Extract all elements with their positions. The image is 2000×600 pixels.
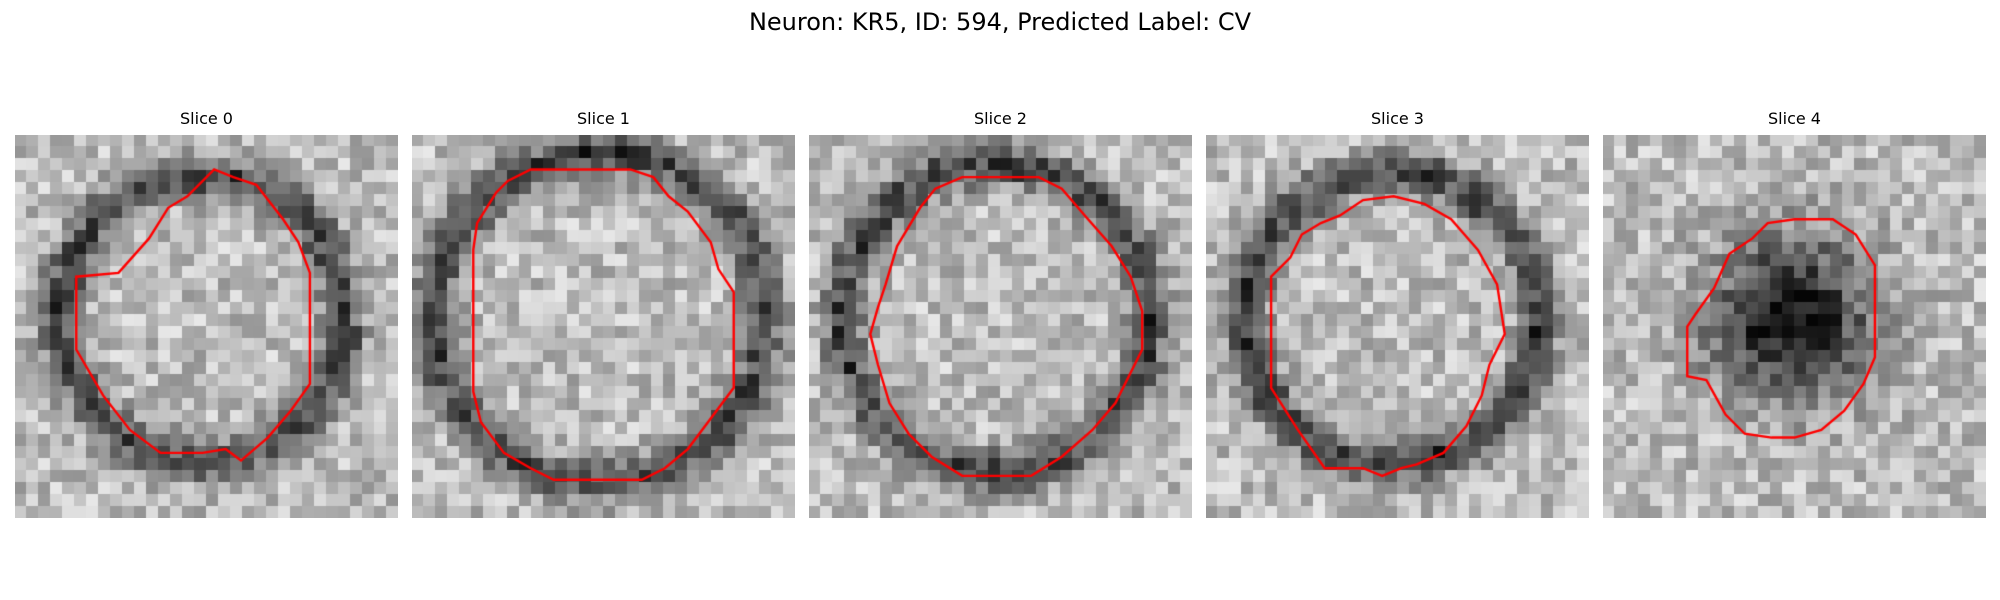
- slice-panel-3: Slice 3: [1206, 108, 1589, 518]
- slice-image: [1603, 135, 1986, 518]
- figure-title: Neuron: KR5, ID: 594, Predicted Label: C…: [748, 8, 1252, 36]
- slice-image: [1206, 135, 1589, 518]
- slice-title: Slice 1: [577, 109, 630, 128]
- slice-panel-1: Slice 1: [412, 108, 795, 518]
- slice-title: Slice 0: [180, 109, 233, 128]
- slice-panel-4: Slice 4: [1603, 108, 1986, 518]
- slice-image: [412, 135, 795, 518]
- slice-image: [809, 135, 1192, 518]
- slice-title: Slice 3: [1371, 109, 1424, 128]
- slice-panel-0: Slice 0: [15, 108, 398, 518]
- slice-panel-2: Slice 2: [809, 108, 1192, 518]
- slice-title: Slice 4: [1768, 109, 1821, 128]
- slice-image: [15, 135, 398, 518]
- slice-title: Slice 2: [974, 109, 1027, 128]
